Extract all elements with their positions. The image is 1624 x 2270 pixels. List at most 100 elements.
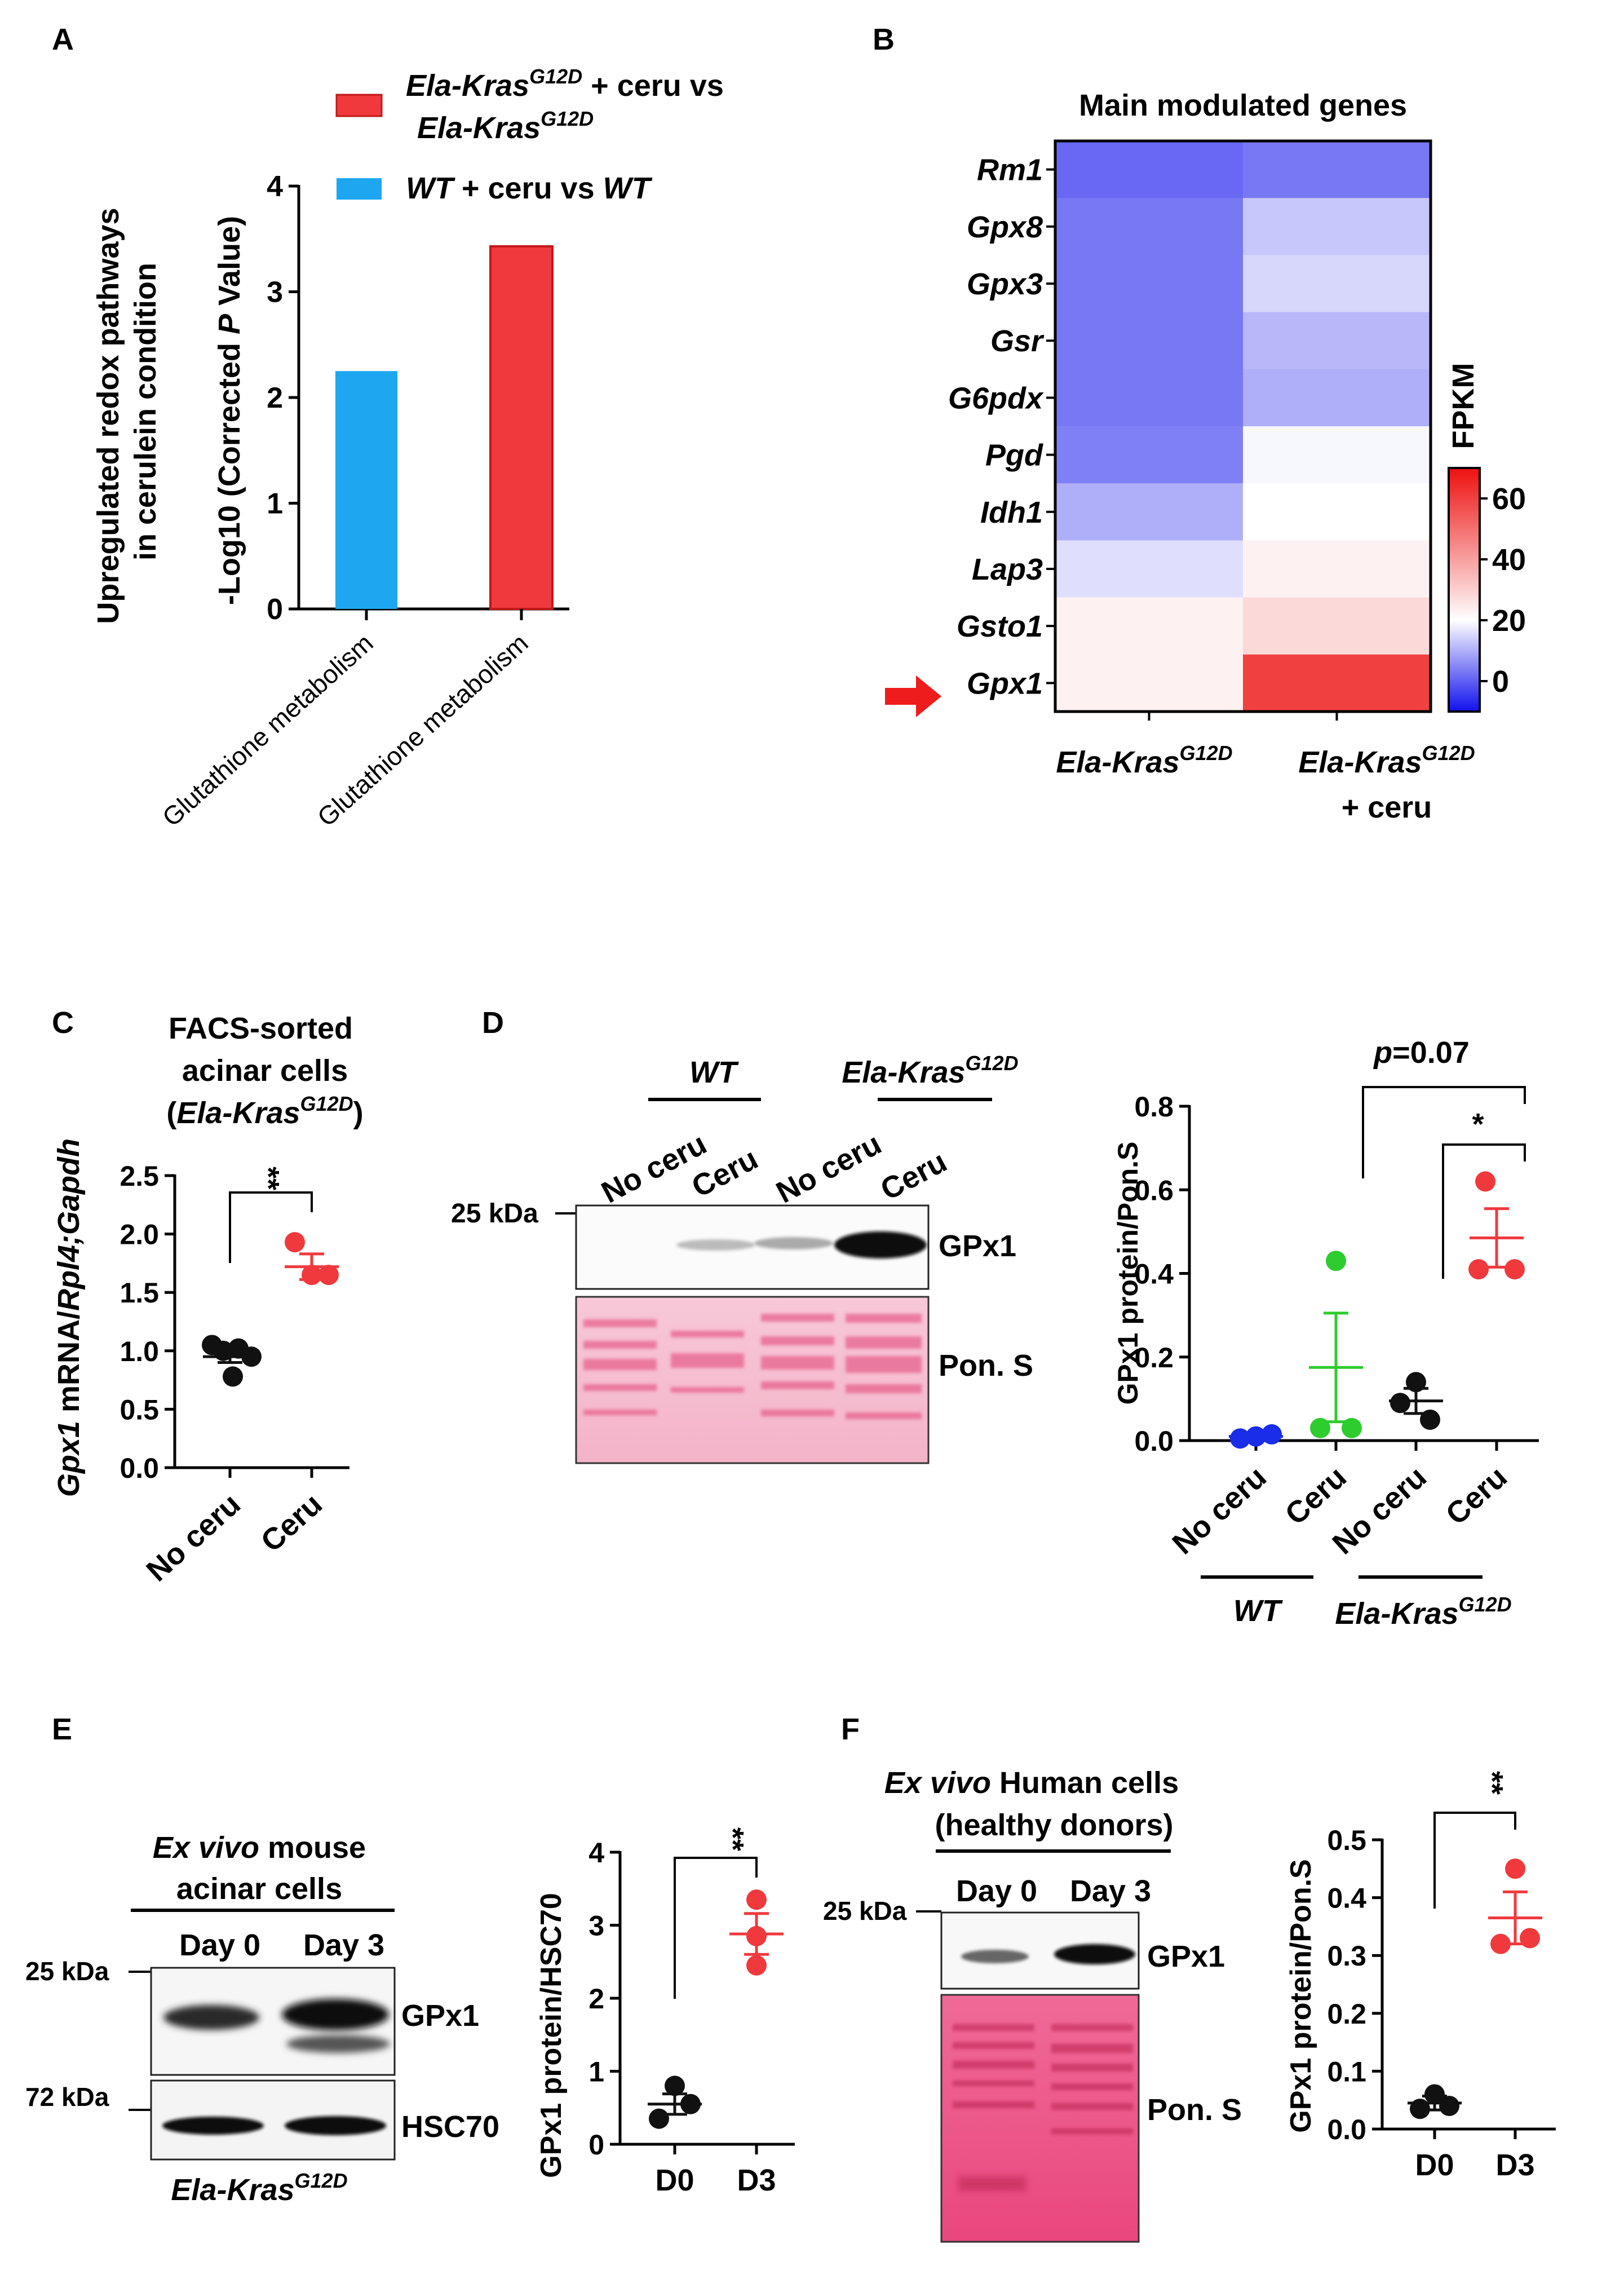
significance-bracket — [1362, 1086, 1526, 1178]
comparison-label: p=0.07 — [1373, 1036, 1470, 1070]
y-tick-label: 0.0 — [1327, 2114, 1366, 2145]
y-tick-label: 0.6 — [1134, 1174, 1174, 1206]
molecular-weight-marker: 25 kDa — [451, 1199, 538, 1229]
significance-label: ** — [251, 1167, 285, 1190]
x-tick-label: D0 — [1415, 2148, 1454, 2182]
data-point — [665, 2075, 685, 2096]
panel-f-title: (healthy donors) — [935, 1808, 1173, 1842]
molecular-weight-marker: 72 kDa — [25, 2082, 109, 2112]
chart-e: 0 1 2 3 4 D0 D3 — [588, 1837, 795, 2197]
data-point — [1420, 1409, 1440, 1430]
panel-e: Ex vivo mouse acinar cells Day 0 Day 3 2… — [25, 1827, 795, 2207]
heatmap-row-label: Gsr — [990, 324, 1045, 358]
y-axis-title: GPx1 protein/Pon.S — [1285, 1859, 1317, 2132]
panel-f-title: Ex vivo Human cells — [884, 1766, 1179, 1800]
y-tick-label: 0.2 — [1134, 1342, 1174, 1374]
heatmap-cell — [1055, 426, 1244, 484]
data-point — [302, 1265, 322, 1286]
data-point — [746, 1955, 767, 1976]
band — [834, 1231, 927, 1258]
panel-f: Ex vivo Human cells (healthy donors) Day… — [823, 1766, 1556, 2243]
data-point — [1520, 1928, 1540, 1949]
heatmap: Rm1 Gpx8 Gpx3 Gsr G6pdx Pgd Idh1 Lap3 Gsto1 Gpx1 0… — [948, 139, 1526, 721]
x-tick-label: Ceru — [1278, 1460, 1353, 1531]
colorbar-tick-label: 0 — [1492, 665, 1509, 699]
data-point — [241, 1346, 262, 1367]
panel-letter-f: F — [841, 1712, 860, 1746]
heatmap-row-label: Gpx3 — [967, 267, 1043, 301]
y-axis-title: GPx1 protein/Pon.S — [1112, 1142, 1144, 1405]
ponceau-lanes — [953, 2024, 1133, 2191]
panel-d: WT Ela-KrasG12D No ceru Ceru No ceru Cer… — [451, 1036, 1539, 1631]
panel-letter-a: A — [52, 23, 74, 56]
data-point — [1505, 1858, 1525, 1879]
band — [282, 1999, 389, 2030]
data-point — [1424, 2084, 1445, 2105]
significance-label: ** — [1475, 1771, 1509, 1795]
heatmap-row-label: Rm1 — [977, 153, 1043, 187]
panel-letter-d: D — [482, 1006, 504, 1040]
heatmap-cell — [1055, 597, 1244, 655]
y-tick-label: 1.0 — [120, 1336, 159, 1367]
molecular-weight-marker: 25 kDa — [823, 1896, 907, 1925]
data-point — [1490, 1933, 1511, 1954]
x-tick-label: D0 — [655, 2163, 694, 2197]
comparison-star: * — [1472, 1107, 1484, 1141]
heatmap-cell — [1243, 141, 1431, 198]
heatmap-cell — [1055, 255, 1244, 313]
legend-label-wt: WT + ceru vs WT — [406, 171, 653, 205]
band-label: HSC70 — [401, 2110, 499, 2144]
band-label: GPx1 — [401, 1999, 479, 2033]
band-label: Pon. S — [1147, 2093, 1242, 2127]
heatmap-cell — [1243, 198, 1431, 255]
y-tick-label: 2.5 — [120, 1160, 159, 1192]
band — [163, 2005, 259, 2030]
group-label-ela-kras: Ela-KrasG12D — [1335, 1593, 1511, 1631]
y-tick-label: 2.0 — [120, 1219, 159, 1251]
heatmap-cell — [1055, 369, 1244, 427]
x-tick-label: No ceru — [1166, 1460, 1273, 1561]
panel-letter-e: E — [52, 1712, 72, 1746]
panel-a: Ela-KrasG12D + ceru vs Ela-KrasG12D WT +… — [91, 65, 724, 832]
heatmap-cell — [1243, 255, 1431, 313]
blot-group-label-ela-kras: Ela-KrasG12D — [842, 1052, 1018, 1089]
data-point — [318, 1265, 339, 1286]
band-label: GPx1 — [1147, 1940, 1225, 1973]
y-tick-label: 2 — [588, 1983, 604, 2015]
heatmap-row-label: Gpx1 — [967, 666, 1043, 700]
group-label-wt: WT — [1233, 1594, 1283, 1628]
y-tick-label: 0.0 — [1134, 1425, 1174, 1457]
y-tick-label: 2 — [267, 382, 283, 414]
colorbar-label: FPKM — [1446, 363, 1480, 449]
y-tick-label: 0.8 — [1134, 1091, 1174, 1123]
panel-c-title: FACS-sorted acinar cells — [169, 1012, 361, 1088]
x-tick-label: No ceru — [140, 1487, 247, 1588]
panel-b: Main modulated genes Rm1 Gpx8 Gpx3 Gsr G6pdx… — [885, 89, 1526, 824]
y-tick-label: 0.3 — [1327, 1940, 1366, 1972]
x-tick-label: D3 — [1495, 2148, 1534, 2182]
y-tick-label: 0.4 — [1327, 1883, 1366, 1914]
legend-label-ela-kras: Ela-KrasG12D + ceru vs — [406, 65, 724, 103]
y-tick-label: 3 — [267, 276, 283, 309]
heatmap-cell — [1055, 141, 1244, 198]
y-tick-label: 4 — [267, 170, 283, 203]
panel-c-title-genotype: (Ela-KrasG12D) — [166, 1092, 363, 1130]
heatmap-cell — [1243, 654, 1431, 712]
data-point — [746, 1889, 767, 1910]
y-tick-label: 3 — [588, 1910, 604, 1942]
panel-e-title: Ex vivo mouse — [153, 1831, 366, 1865]
data-point — [1468, 1259, 1489, 1280]
data-point — [1342, 1417, 1362, 1438]
x-tick-label: Ceru — [1439, 1460, 1514, 1531]
y-tick-label: 4 — [588, 1837, 604, 1869]
panel-letter-c: C — [52, 1006, 74, 1040]
legend-label-ela-kras-line2: Ela-KrasG12D — [417, 107, 594, 145]
heatmap-cell — [1055, 198, 1244, 255]
lane-label: No ceru — [596, 1127, 712, 1209]
panel-e-title: acinar cells — [176, 1872, 342, 1906]
heatmap-cell — [1243, 483, 1431, 541]
legend: Ela-KrasG12D + ceru vs Ela-KrasG12D WT +… — [335, 65, 724, 205]
heatmap-column-label-line2: + ceru — [1342, 790, 1432, 824]
